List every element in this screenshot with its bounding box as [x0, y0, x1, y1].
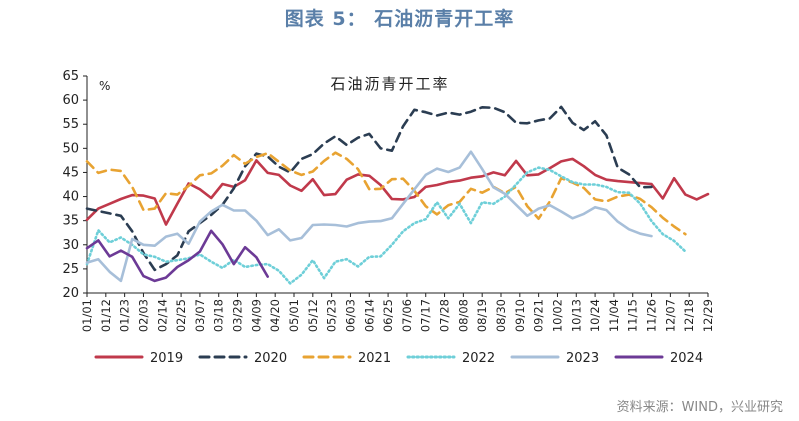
x-tick-label: 02/14 — [155, 299, 169, 332]
series-line-2023 — [85, 150, 653, 283]
x-tick-label: 03/18 — [212, 299, 226, 332]
plot-area — [85, 105, 710, 285]
x-tick-label: 11/04 — [607, 299, 621, 332]
x-tick-label: 03/07 — [193, 299, 207, 332]
legend-label-2021: 2021 — [358, 351, 391, 366]
x-tick-label: 03/29 — [231, 299, 245, 332]
x-tick-label: 05/23 — [325, 299, 339, 332]
legend-label-2023: 2023 — [566, 351, 599, 366]
x-tick-label: 08/08 — [456, 299, 470, 332]
x-tick-label: 12/07 — [663, 299, 677, 332]
x-axis: 01/01 01/12 01/23 02/03 02/14 02/25 03/07 03/18… — [80, 292, 715, 332]
legend-label-2020: 2020 — [254, 351, 287, 366]
x-tick-label: 12/18 — [682, 299, 696, 332]
x-tick-label: 08/30 — [494, 299, 508, 332]
y-tick-label: 20 — [62, 286, 79, 301]
x-tick-label: 07/28 — [438, 299, 452, 332]
y-tick-label: 30 — [62, 238, 79, 253]
x-tick-label: 10/13 — [569, 299, 583, 332]
legend-label-2022: 2022 — [462, 351, 495, 366]
series-line-2022 — [85, 166, 687, 285]
y-tick-label: 40 — [62, 190, 79, 205]
x-tick-label: 06/14 — [362, 299, 376, 332]
y-tick-label: 25 — [62, 262, 79, 277]
x-tick-label: 09/10 — [513, 299, 527, 332]
series-line-2021 — [85, 151, 687, 236]
x-tick-label: 04/20 — [268, 299, 282, 332]
x-tick-label: 04/09 — [249, 299, 263, 332]
y-tick-label: 35 — [62, 214, 79, 229]
x-tick-label: 02/03 — [136, 299, 150, 332]
legend: 2019 2020 2021 2022 2023 2024 — [94, 351, 703, 366]
x-tick-label: 06/25 — [381, 299, 395, 332]
y-tick-label: 50 — [62, 141, 79, 156]
source-note: 资料来源：WIND，兴业研究 — [616, 400, 783, 415]
x-tick-label: 01/23 — [118, 299, 132, 332]
x-tick-label: 09/21 — [532, 299, 546, 332]
x-tick-label: 02/25 — [174, 299, 188, 332]
x-tick-label: 10/02 — [550, 299, 564, 332]
x-tick-label: 06/03 — [343, 299, 357, 332]
figure-title: 图表 5： 石油沥青开工率 — [284, 8, 515, 30]
x-tick-label: 05/01 — [287, 299, 301, 332]
y-tick-label: 55 — [62, 117, 79, 132]
y-tick-label: 45 — [62, 165, 79, 180]
chart-title: 石油沥青开工率 — [330, 75, 449, 93]
legend-label-2024: 2024 — [670, 351, 703, 366]
x-tick-label: 08/19 — [475, 299, 489, 332]
x-tick-label: 11/26 — [645, 299, 659, 332]
y-axis: 20 25 30 35 40 45 50 55 60 65 — [62, 69, 88, 301]
legend-label-2019: 2019 — [150, 351, 183, 366]
series-line-2024 — [85, 229, 270, 283]
x-tick-label: 07/06 — [400, 299, 414, 332]
series-line-2020 — [85, 105, 653, 272]
x-tick-label: 01/12 — [99, 299, 113, 332]
x-tick-label: 12/29 — [701, 299, 715, 332]
y-tick-label: 60 — [62, 93, 79, 108]
y-tick-label: 65 — [62, 69, 79, 84]
x-tick-label: 07/17 — [419, 299, 433, 332]
x-tick-label: 11/15 — [626, 299, 640, 332]
y-axis-unit-label: % — [99, 79, 110, 93]
x-tick-label: 01/01 — [80, 299, 94, 332]
x-tick-label: 05/12 — [306, 299, 320, 332]
x-tick-label: 10/24 — [588, 299, 602, 332]
